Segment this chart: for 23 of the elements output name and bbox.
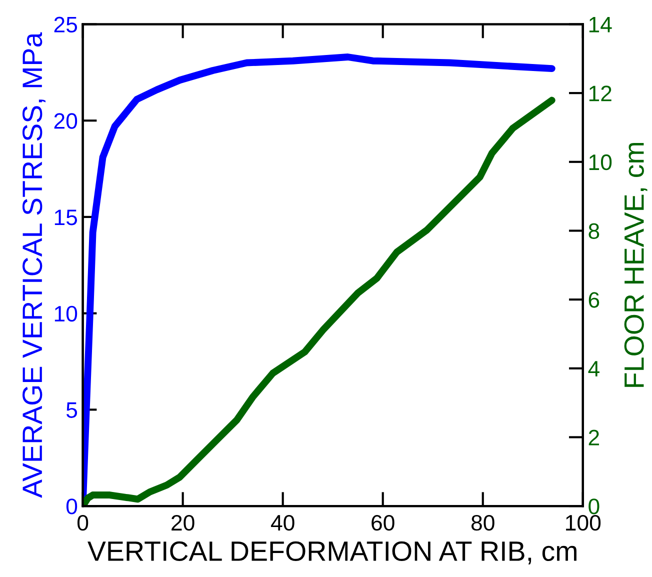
- y2-tick-label: 8: [588, 223, 600, 239]
- y-tick-label: 10: [54, 306, 78, 322]
- x-tick-label: 100: [566, 514, 601, 531]
- y2-axis-title: FLOOR HEAVE, cm: [624, 142, 648, 387]
- y2-tick-label: 0: [588, 498, 600, 514]
- y-tick-label: 5: [66, 402, 78, 418]
- x-tick-label: 0: [77, 514, 88, 531]
- y-tick-label: 15: [54, 210, 78, 226]
- y2-tick-label: 14: [589, 17, 612, 32]
- y2-tick-label: 10: [589, 154, 612, 170]
- y2-tick-label: 12: [589, 86, 612, 102]
- y2-tick-label: 6: [588, 292, 600, 308]
- x-tick-label: 20: [172, 514, 194, 531]
- x-axis-title: VERTICAL DEFORMATION AT RIB, cm: [88, 541, 576, 564]
- y-axis-title: AVERAGE VERTICAL STRESS, MPa: [22, 32, 46, 498]
- y-tick-label: 25: [54, 16, 78, 33]
- y-tick-label: 20: [54, 113, 78, 129]
- y2-tick-label: 4: [588, 361, 600, 376]
- x-tick-label: 60: [372, 514, 394, 531]
- x-tick-label: 40: [270, 514, 294, 531]
- y-tick-label: 0: [66, 498, 78, 514]
- x-tick-label: 80: [471, 514, 494, 531]
- y2-tick-label: 2: [588, 430, 599, 446]
